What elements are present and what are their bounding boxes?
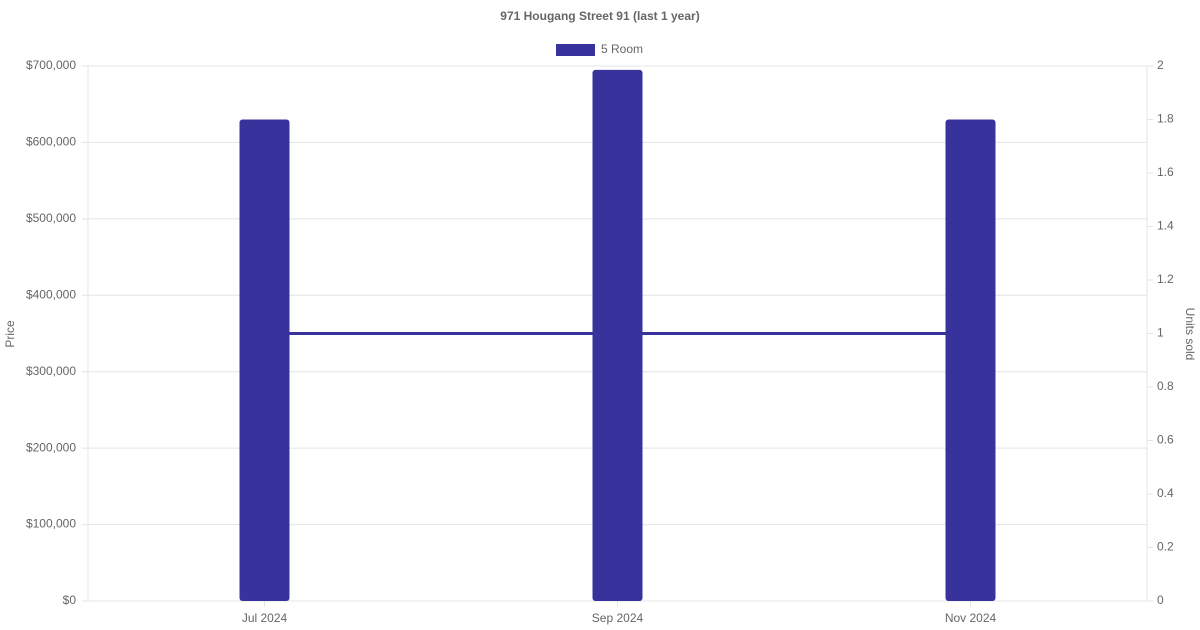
y2-tick-label: 0.4 [1157,486,1174,500]
y-tick-label: $300,000 [26,364,76,378]
y-tick-label: $0 [63,593,77,607]
legend-swatch [556,44,595,56]
bar [592,69,643,602]
bar [945,119,996,601]
y2-tick-label: 1.2 [1157,272,1174,286]
y-tick-label: $700,000 [26,58,76,72]
y-tick-label: $200,000 [26,440,76,454]
x-tick-label: Sep 2024 [592,611,644,625]
y2-tick-label: 0.8 [1157,379,1174,393]
y-tick-label: $600,000 [26,135,76,149]
y2-tick-label: 1.4 [1157,219,1174,233]
x-tick-label: Nov 2024 [945,611,997,625]
y2-tick-label: 1.6 [1157,165,1174,179]
y-tick-label: $100,000 [26,517,76,531]
y2-tick-label: 0.2 [1157,540,1174,554]
y-axis-title: Price [3,320,17,348]
y2-tick-label: 1.8 [1157,112,1174,126]
chart-title: 971 Hougang Street 91 (last 1 year) [500,9,699,23]
bar [239,119,290,601]
y-tick-label: $400,000 [26,287,76,301]
y2-axis-title: Units sold [1183,308,1197,361]
y2-tick-label: 0.6 [1157,433,1174,447]
y2-tick-label: 0 [1157,593,1164,607]
y2-tick-label: 2 [1157,58,1164,72]
x-tick-label: Jul 2024 [242,611,288,625]
y-tick-label: $500,000 [26,211,76,225]
y2-tick-label: 1 [1157,326,1164,340]
legend-label: 5 Room [601,42,643,56]
